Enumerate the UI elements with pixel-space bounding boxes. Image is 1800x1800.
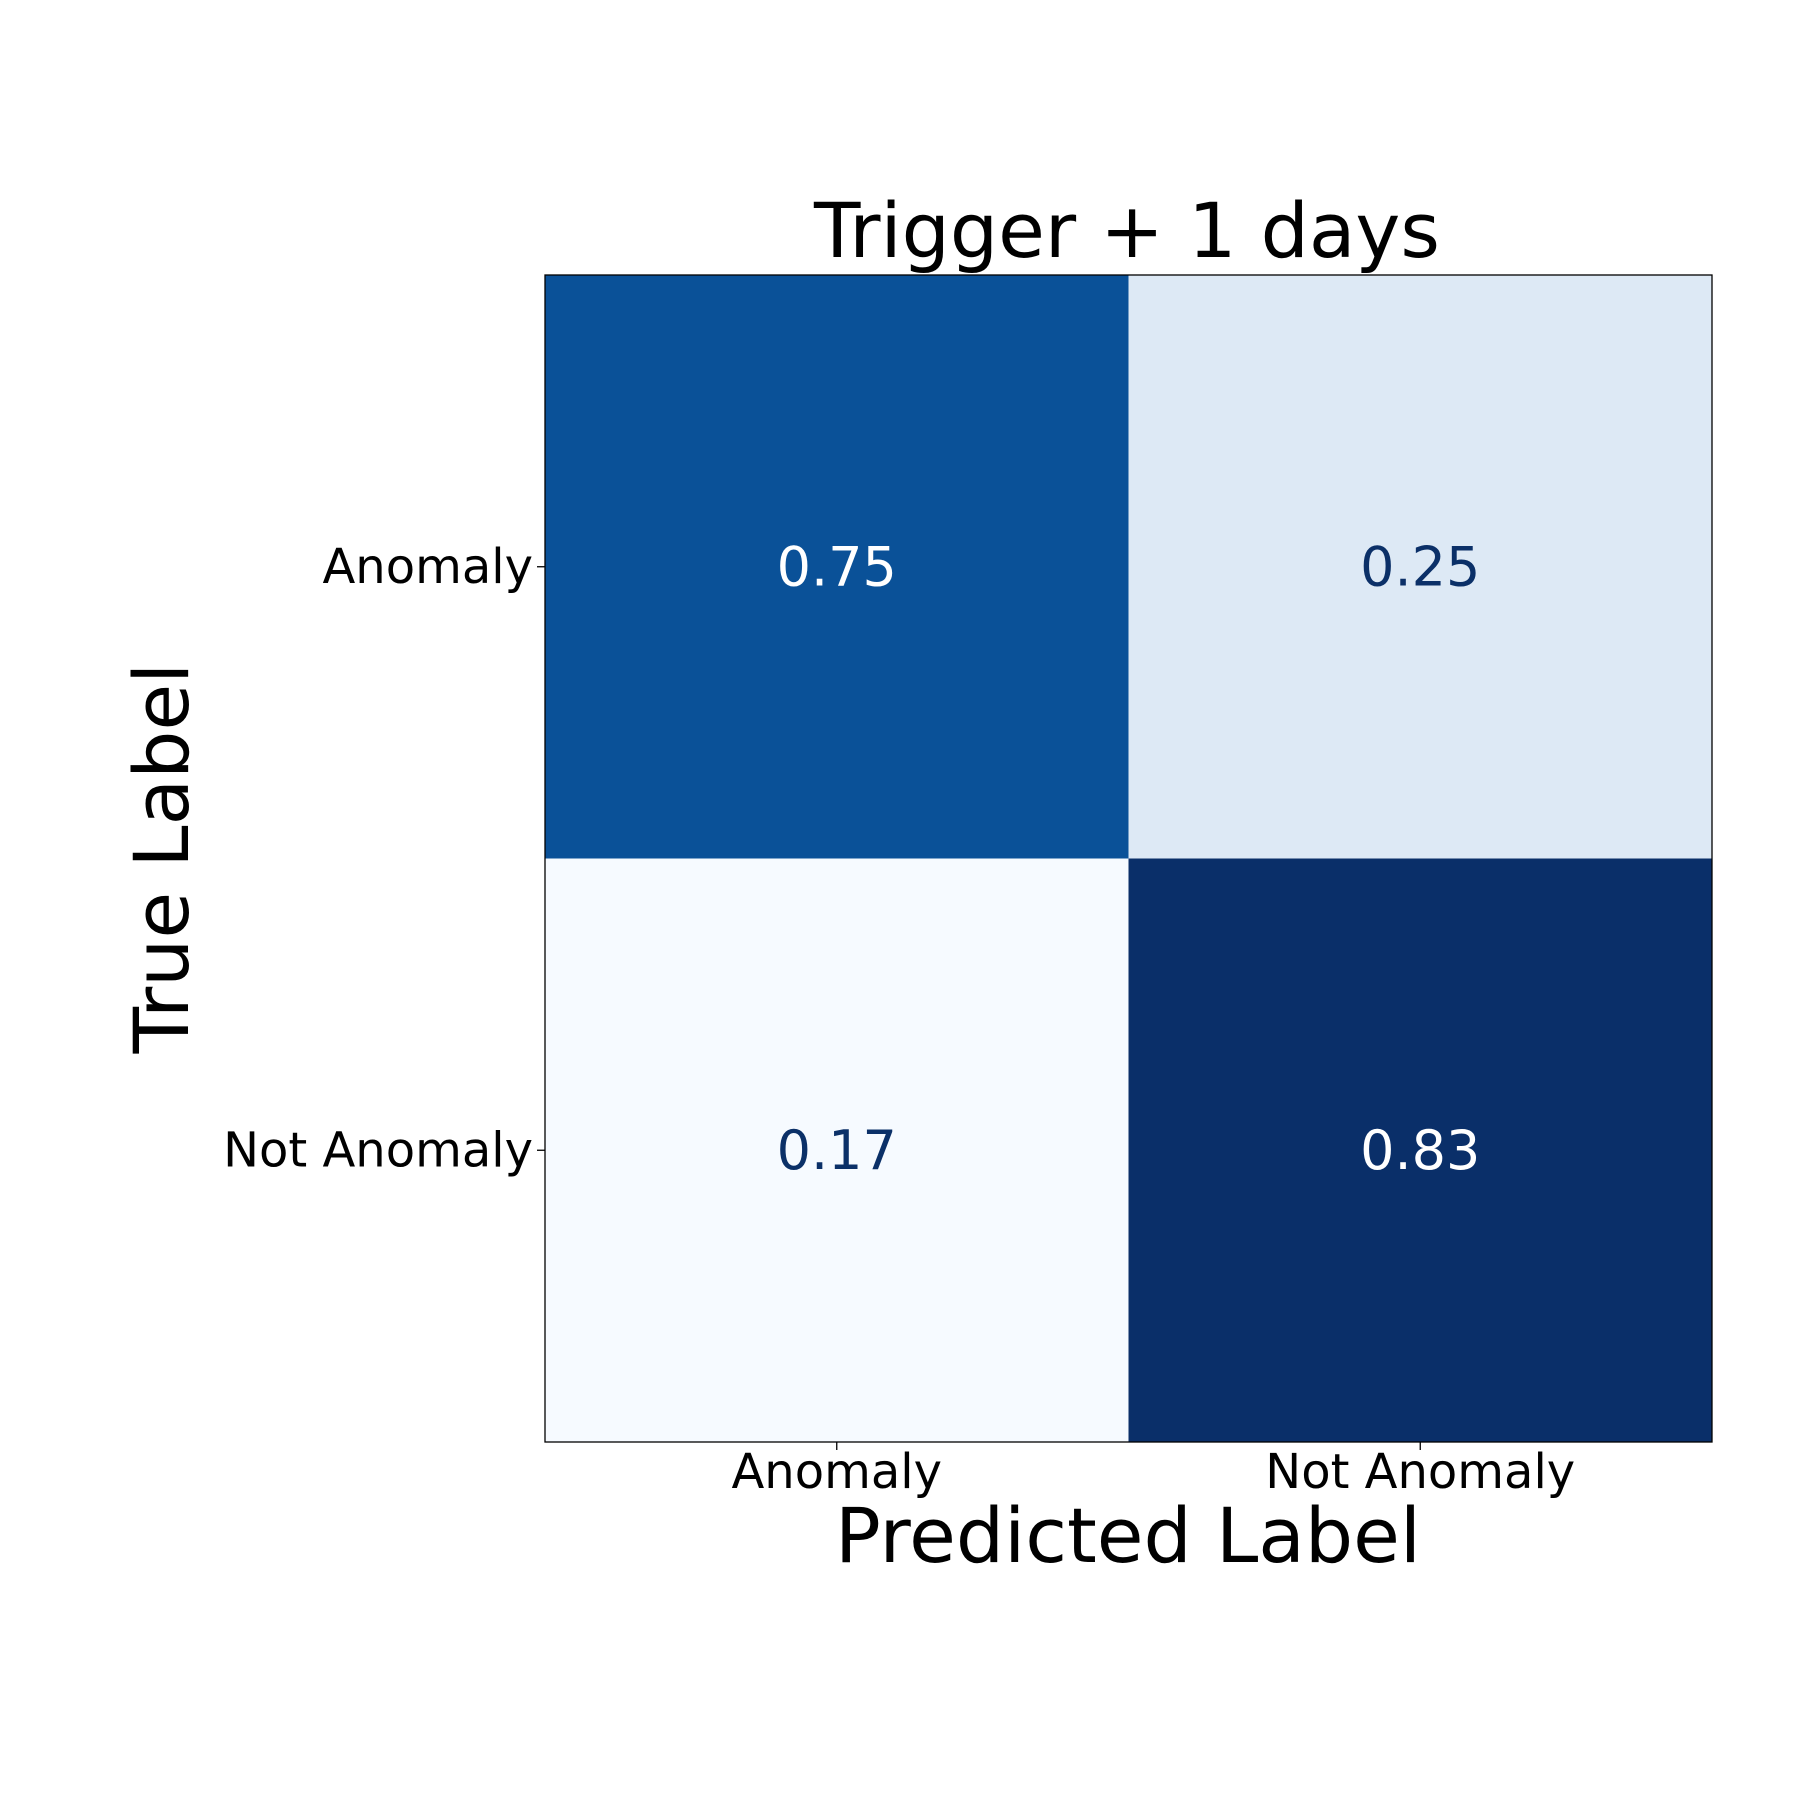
x-tick-label-1: Not Anomaly bbox=[1265, 1444, 1575, 1500]
chart-title: Trigger + 1 days bbox=[813, 186, 1440, 275]
x-tick-label-0: Anomaly bbox=[731, 1444, 942, 1500]
heatmap-cell-r0-c1 bbox=[1128, 275, 1713, 859]
heatmap-cells: 0.75 0.25 0.17 0.83 bbox=[545, 275, 1713, 1443]
heatmap-cell-r1-c1 bbox=[1128, 858, 1713, 1443]
cell-value-label-r0-c1: 0.25 bbox=[1360, 535, 1480, 598]
cell-value-label-r1-c1: 0.83 bbox=[1360, 1119, 1480, 1182]
plot-frame bbox=[544, 274, 1713, 1443]
cell-value-label-r1-c0: 0.17 bbox=[777, 1119, 897, 1182]
cell-value-label-r0-c0: 0.75 bbox=[777, 535, 897, 598]
y-axis-label: True Label bbox=[117, 663, 206, 1055]
x-axis-label: Predicted Label bbox=[835, 1491, 1421, 1580]
axis-ticks: Anomaly Not Anomaly Anomaly Not Anomaly bbox=[223, 539, 1575, 1500]
heatmap-cell-r1-c0 bbox=[545, 858, 1129, 1443]
y-tick-label-1: Not Anomaly bbox=[223, 1122, 533, 1178]
heatmap-cell-r0-c0 bbox=[545, 275, 1129, 859]
y-tick-label-0: Anomaly bbox=[322, 539, 533, 595]
